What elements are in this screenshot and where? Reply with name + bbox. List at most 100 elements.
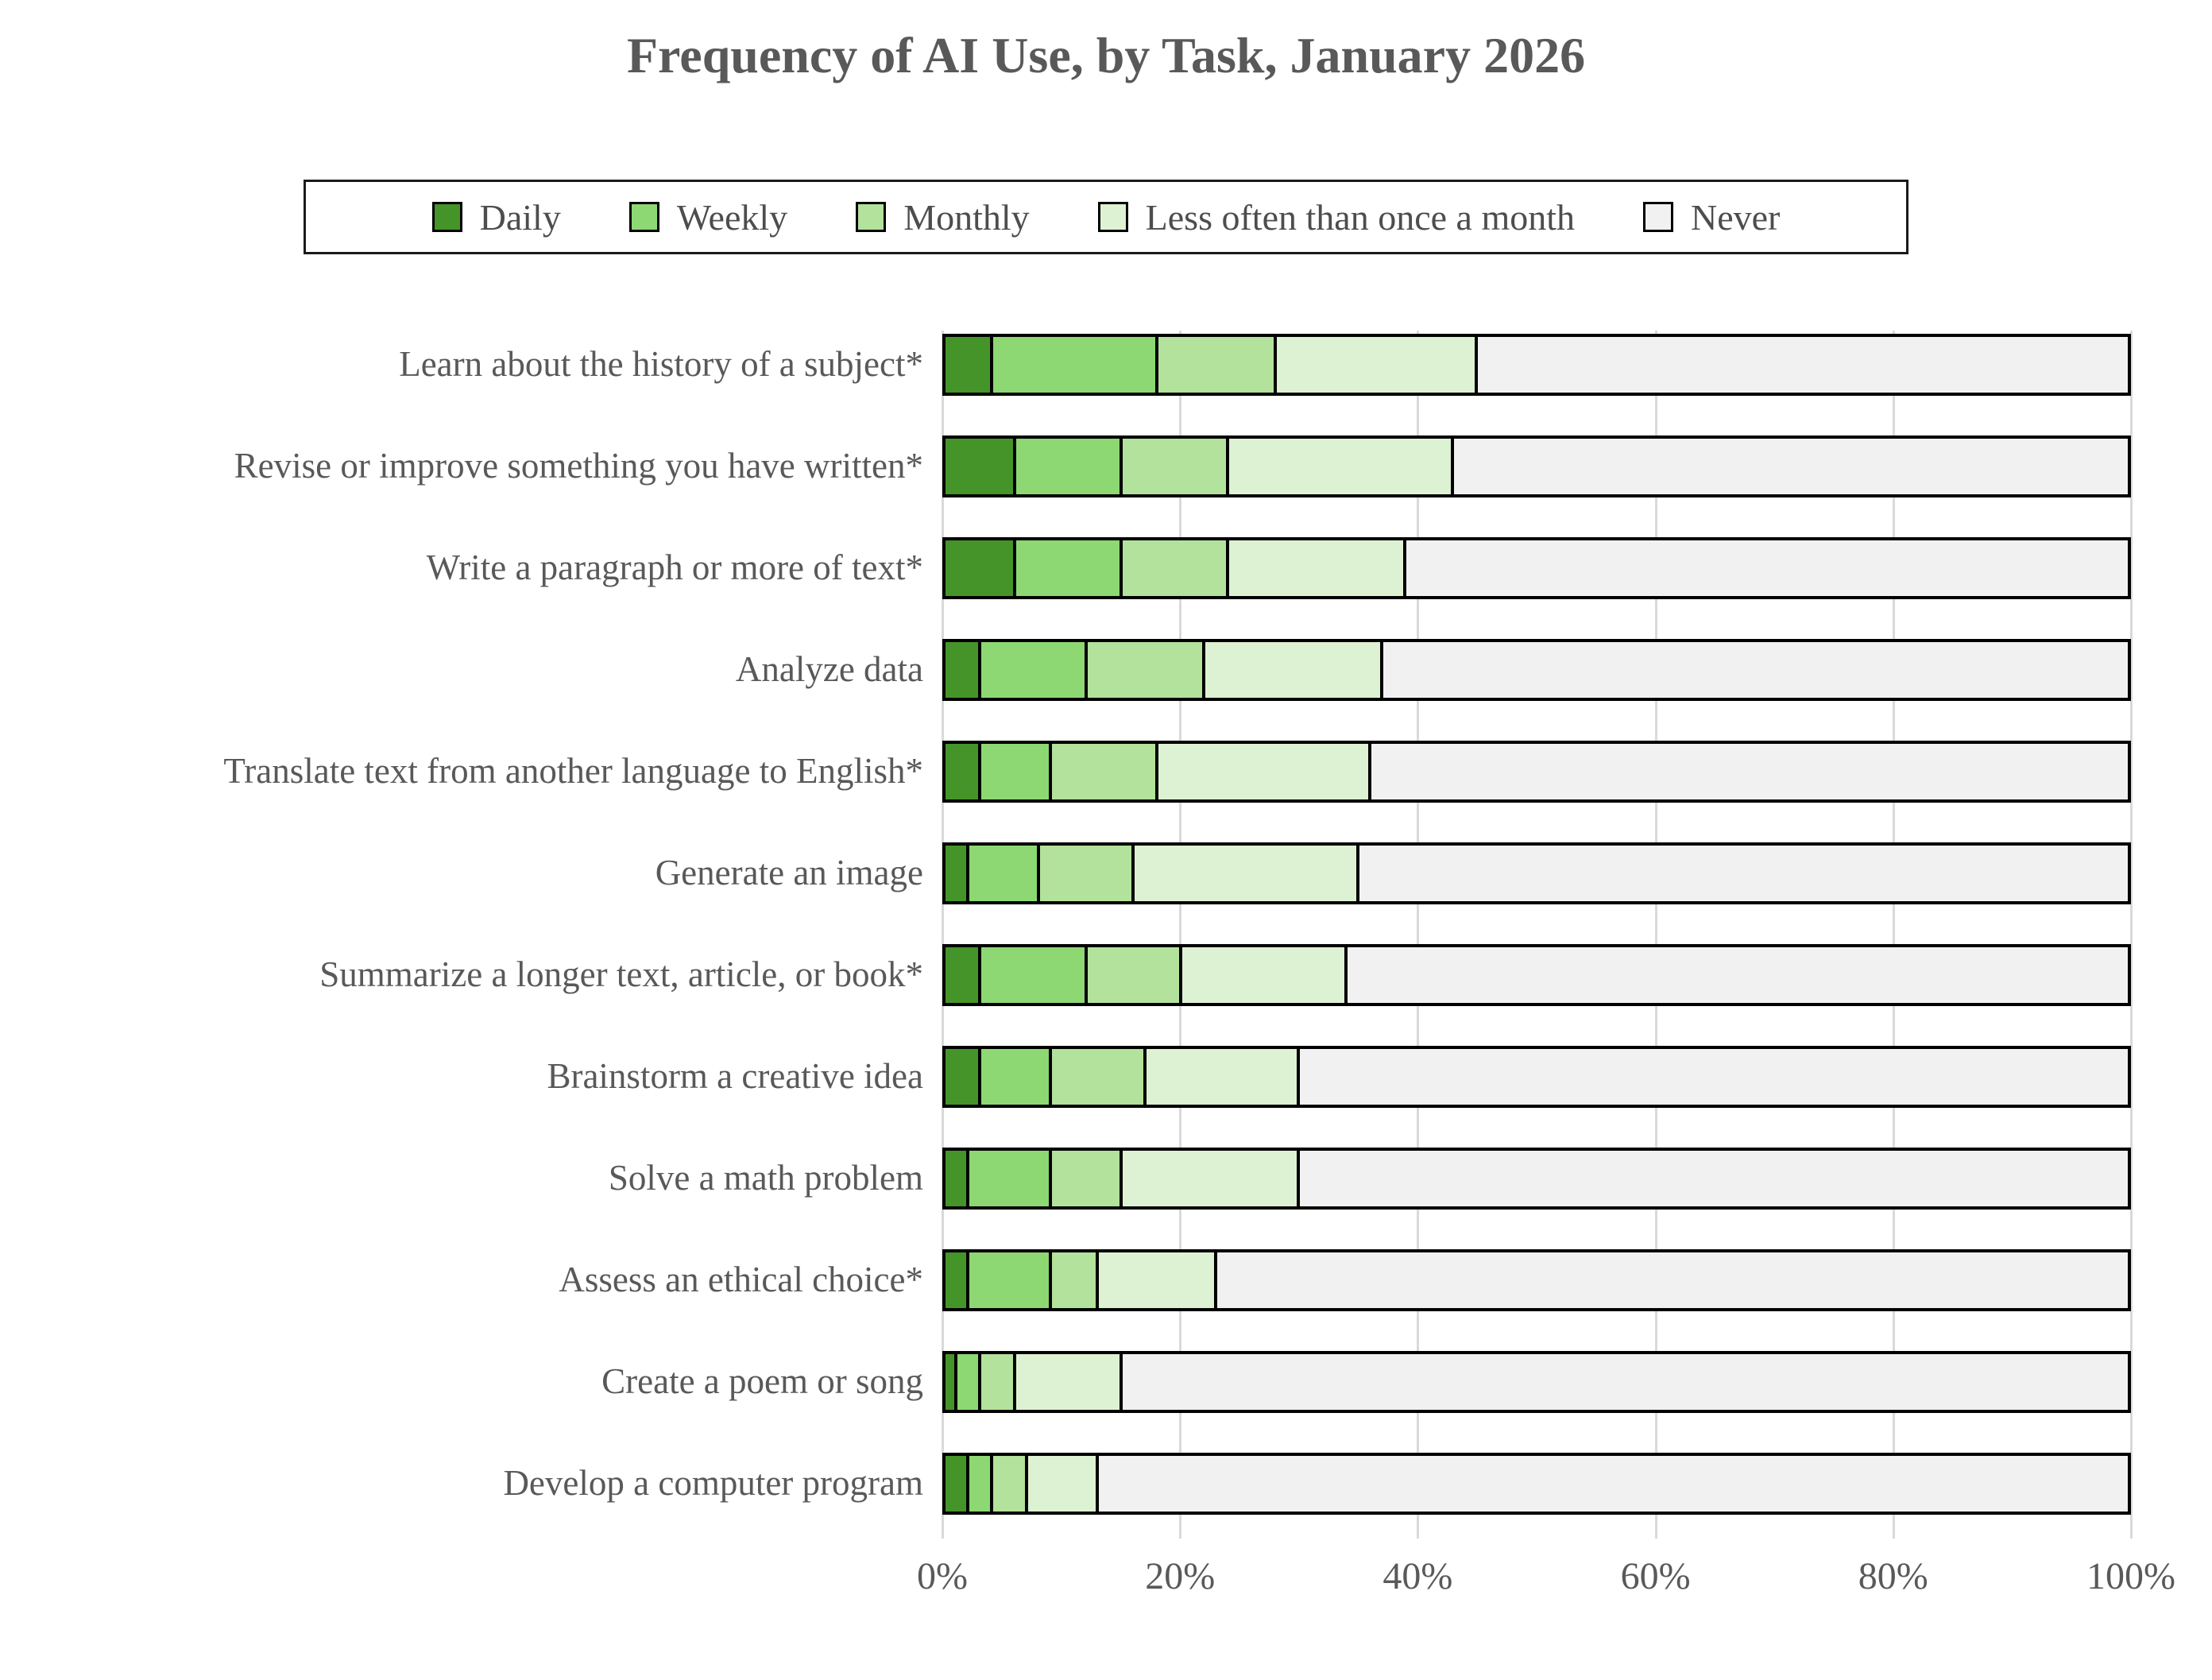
legend-swatch-daily xyxy=(431,202,462,232)
task-label: Develop a computer program xyxy=(503,1463,923,1503)
bar-segment-weekly xyxy=(957,1354,981,1410)
bar-segment-daily xyxy=(946,1151,969,1206)
bar-segment-less-often-than-once-a-month xyxy=(1016,1354,1123,1410)
bar-segment-never xyxy=(1300,1049,2128,1105)
bar-segment-less-often-than-once-a-month xyxy=(1146,1049,1301,1105)
legend-item-monthly: Monthly xyxy=(856,196,1030,238)
legend-item-never: Never xyxy=(1643,196,1780,238)
x-axis: 0% 20% 40% 60% 80% 100% xyxy=(917,1554,2175,1610)
stacked-bar xyxy=(942,1046,2131,1108)
gridline xyxy=(1654,331,1657,1539)
bar-segment-weekly xyxy=(980,947,1088,1003)
bar-rows: Learn about the history of a subject* Rev… xyxy=(0,334,2212,1554)
bar-segment-daily xyxy=(946,439,1017,494)
gridlines xyxy=(942,331,2133,1539)
bar-segment-daily xyxy=(946,337,993,393)
x-tick-label: 40% xyxy=(1382,1555,1453,1597)
bar-row: Solve a math problem xyxy=(0,1148,2212,1249)
bar-segment-daily xyxy=(946,1252,969,1308)
bar-segment-daily xyxy=(946,846,969,901)
task-label: Create a poem or song xyxy=(601,1361,923,1401)
bar-segment-never xyxy=(1477,337,2128,393)
bar-segment-monthly xyxy=(980,1354,1017,1410)
stacked-bar xyxy=(942,1249,2131,1311)
task-label: Summarize a longer text, article, or boo… xyxy=(319,954,923,994)
bar-row: Generate an image xyxy=(0,842,2212,944)
bar-segment-monthly xyxy=(992,1456,1029,1512)
bar-segment-monthly xyxy=(1123,439,1230,494)
bar-segment-monthly xyxy=(1087,947,1182,1003)
bar-row: Summarize a longer text, article, or boo… xyxy=(0,944,2212,1046)
bar-row: Create a poem or song xyxy=(0,1351,2212,1453)
bar-segment-never xyxy=(1406,540,2128,596)
task-label: Revise or improve something you have wri… xyxy=(234,446,923,486)
bar-row: Analyze data xyxy=(0,639,2212,741)
gridline xyxy=(1417,331,1420,1539)
legend-label: Less often than once a month xyxy=(1145,196,1575,238)
x-tick-label: 0% xyxy=(917,1555,968,1597)
stacked-bar xyxy=(942,435,2131,497)
gridline xyxy=(942,331,944,1539)
bar-segment-never xyxy=(1217,1252,2128,1308)
bar-segment-monthly xyxy=(1087,642,1206,698)
x-tick-label: 60% xyxy=(1620,1555,1691,1597)
bar-segment-weekly xyxy=(980,1049,1052,1105)
bar-segment-daily xyxy=(946,1049,981,1105)
bar-segment-never xyxy=(1123,1354,2128,1410)
bar-segment-daily xyxy=(946,642,981,698)
bar-segment-never xyxy=(1347,947,2128,1003)
task-label: Solve a math problem xyxy=(608,1158,923,1198)
legend-swatch-less-often-than-once-a-month xyxy=(1097,202,1128,232)
bar-segment-weekly xyxy=(980,642,1088,698)
bar-segment-weekly xyxy=(980,744,1052,799)
bar-segment-never xyxy=(1453,439,2128,494)
bar-segment-daily xyxy=(946,744,981,799)
stacked-bar xyxy=(942,1453,2131,1515)
task-label: Generate an image xyxy=(655,853,923,892)
gridline xyxy=(2130,331,2133,1539)
stacked-bar xyxy=(942,741,2131,803)
bar-segment-weekly xyxy=(969,846,1041,901)
bar-segment-never xyxy=(1300,1151,2128,1206)
stacked-bar xyxy=(942,537,2131,599)
bar-segment-weekly xyxy=(1016,439,1123,494)
legend-item-weekly: Weekly xyxy=(628,196,788,238)
legend-swatch-never xyxy=(1643,202,1673,232)
bar-segment-less-often-than-once-a-month xyxy=(1028,1456,1100,1512)
bar-segment-monthly xyxy=(1051,744,1158,799)
x-tick-label: 100% xyxy=(2086,1555,2175,1597)
bar-segment-monthly xyxy=(1051,1252,1100,1308)
bar-segment-weekly xyxy=(969,1151,1052,1206)
bar-segment-never xyxy=(1359,846,2128,901)
task-label: Brainstorm a creative idea xyxy=(547,1056,923,1096)
chart-title: Frequency of AI Use, by Task, January 20… xyxy=(626,27,1586,83)
task-label: Assess an ethical choice* xyxy=(559,1260,923,1299)
stacked-bar xyxy=(942,1148,2131,1210)
gridline xyxy=(1892,331,1895,1539)
bar-segment-monthly xyxy=(1051,1049,1147,1105)
bar-row: Learn about the history of a subject* xyxy=(0,334,2212,435)
gridline xyxy=(1179,331,1182,1539)
bar-row: Revise or improve something you have wri… xyxy=(0,435,2212,537)
bar-row: Assess an ethical choice* xyxy=(0,1249,2212,1351)
bar-segment-less-often-than-once-a-month xyxy=(1123,1151,1301,1206)
legend-label: Weekly xyxy=(676,196,788,238)
bar-segment-weekly xyxy=(969,1456,993,1512)
bar-segment-less-often-than-once-a-month xyxy=(1135,846,1359,901)
bar-segment-less-often-than-once-a-month xyxy=(1181,947,1348,1003)
x-tick-label: 80% xyxy=(1858,1555,1928,1597)
bar-segment-monthly xyxy=(1040,846,1135,901)
bar-row: Brainstorm a creative idea xyxy=(0,1046,2212,1148)
legend-label: Never xyxy=(1691,196,1781,238)
bar-segment-weekly xyxy=(969,1252,1052,1308)
legend-item-daily: Daily xyxy=(431,196,561,238)
legend: Daily Weekly Monthly Less often than once a… xyxy=(304,180,1908,254)
stacked-bar xyxy=(942,1351,2131,1413)
stacked-bar xyxy=(942,842,2131,904)
legend-swatch-monthly xyxy=(856,202,887,232)
legend-swatch-weekly xyxy=(628,202,659,232)
legend-item-less-often-than-once-a-month: Less often than once a month xyxy=(1097,196,1575,238)
stacked-bar xyxy=(942,944,2131,1006)
bar-row: Translate text from another language to … xyxy=(0,741,2212,842)
task-label: Learn about the history of a subject* xyxy=(399,344,923,384)
